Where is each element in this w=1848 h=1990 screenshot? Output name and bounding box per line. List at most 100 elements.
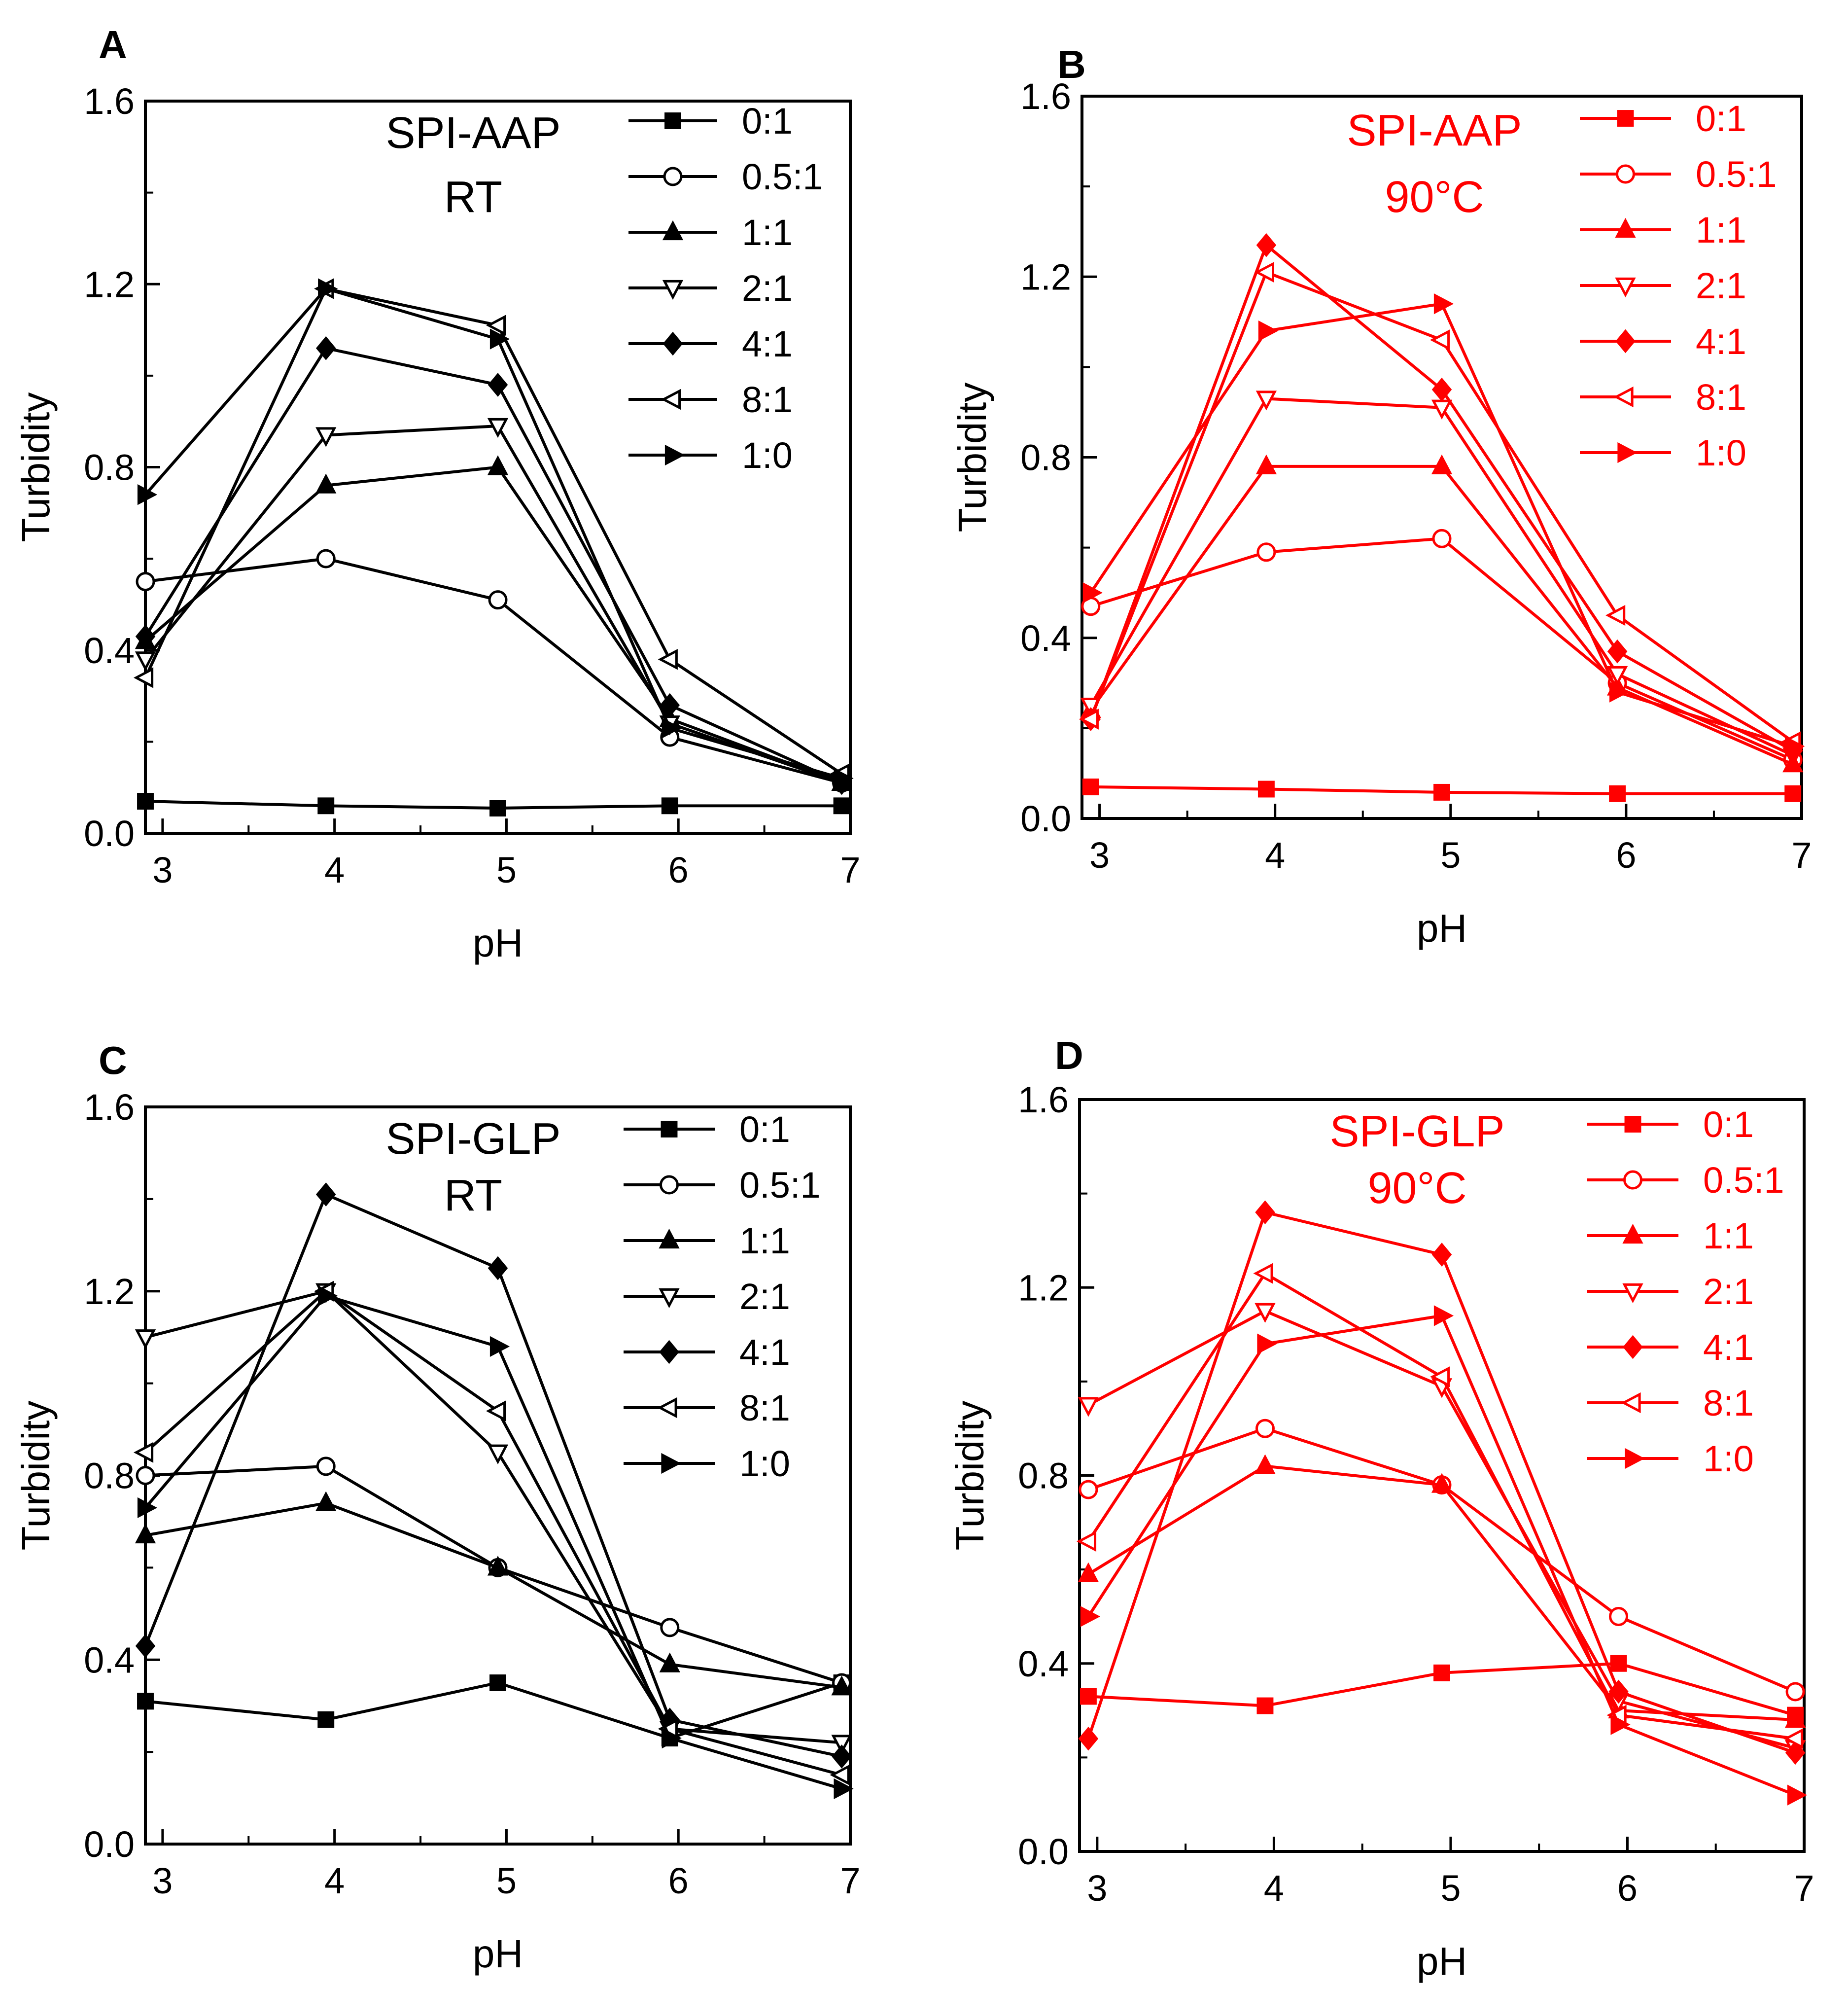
data-point	[1079, 1480, 1098, 1499]
data-point	[662, 717, 682, 739]
panel-letter: A	[99, 23, 127, 67]
data-point	[662, 1727, 682, 1749]
legend-marker	[1621, 1392, 1641, 1414]
data-point	[488, 590, 508, 610]
panel-annotation: SPI-GLP	[1329, 1107, 1504, 1156]
data-point	[487, 418, 509, 438]
panel-annotation: RT	[444, 1171, 502, 1220]
legend-item: 8:1	[628, 379, 793, 420]
data-point	[1258, 320, 1278, 342]
data-point	[1432, 529, 1452, 548]
data-point	[659, 1652, 680, 1672]
x-axis-title: pH	[473, 921, 523, 965]
legend-item: 1:1	[1580, 210, 1746, 250]
legend-item: 0.5:1	[1580, 154, 1777, 195]
x-tick-label: 7	[1794, 1868, 1814, 1909]
legend-label: 4:1	[742, 323, 793, 364]
x-axis-title: pH	[1417, 906, 1467, 950]
data-point	[1431, 1473, 1453, 1493]
x-tick-label: 5	[1440, 835, 1461, 876]
legend-item: 2:1	[1587, 1271, 1754, 1312]
y-tick-label: 1.2	[84, 264, 135, 305]
data-point	[487, 1556, 509, 1576]
data-point	[1433, 293, 1454, 315]
x-axis-title: pH	[473, 1932, 523, 1976]
data-point	[1078, 1562, 1099, 1582]
series-1-0	[1080, 1305, 1808, 1806]
x-tick-label: 6	[1617, 1868, 1638, 1909]
series-1-1	[135, 1491, 852, 1696]
data-point	[318, 1285, 338, 1307]
data-point	[136, 1466, 155, 1485]
y-axis-title: Turbidity	[950, 383, 994, 533]
legend-label: 0:1	[1696, 98, 1746, 139]
y-tick-label: 1.6	[84, 81, 135, 122]
data-point	[1606, 666, 1628, 686]
data-point	[1256, 233, 1277, 257]
data-point	[834, 1778, 854, 1800]
legend-label: 0:1	[1703, 1104, 1754, 1145]
series-0-1	[137, 793, 850, 817]
series-8-1	[1079, 261, 1801, 752]
panel-annotation: RT	[444, 173, 502, 222]
legend-label: 8:1	[1703, 1383, 1754, 1423]
legend-item: 1:0	[1587, 1438, 1754, 1479]
legend-label: 0.5:1	[742, 156, 823, 197]
data-point	[832, 1744, 852, 1769]
legend-marker	[664, 444, 685, 466]
panel-letter: C	[99, 1038, 127, 1082]
data-point	[133, 1442, 154, 1463]
data-point	[489, 800, 506, 817]
data-point	[1431, 1243, 1452, 1267]
panel-annotation: 90°C	[1385, 173, 1484, 222]
data-point	[487, 455, 509, 475]
y-tick-label: 0.8	[84, 1456, 135, 1496]
data-point	[135, 1523, 156, 1544]
panel-annotation: SPI-AAP	[385, 108, 560, 158]
series-1-0	[137, 1285, 854, 1800]
legend-item: 4:1	[628, 323, 793, 364]
legend-marker	[662, 331, 683, 356]
x-tick-label: 5	[1440, 1868, 1461, 1909]
x-tick-label: 7	[840, 1860, 860, 1901]
y-tick-label: 1.6	[1018, 1079, 1069, 1120]
data-point	[318, 278, 338, 299]
data-point	[317, 1711, 335, 1728]
data-point	[1609, 681, 1630, 703]
data-point	[487, 1444, 509, 1464]
data-point	[1431, 454, 1453, 474]
series-line	[145, 1501, 842, 1689]
legend-marker	[663, 167, 683, 186]
data-point	[1255, 454, 1277, 474]
x-tick-label: 5	[496, 1860, 517, 1901]
legend-marker	[1622, 1223, 1643, 1244]
data-point	[1785, 736, 1805, 757]
legend-item: 0.5:1	[628, 156, 823, 197]
legend-label: 2:1	[742, 268, 793, 309]
legend-item: 0:1	[1587, 1104, 1754, 1145]
data-point	[135, 1329, 156, 1350]
data-point	[1787, 1784, 1808, 1806]
legend-marker	[1615, 277, 1636, 298]
series-1-0	[1082, 293, 1805, 757]
legend-label: 4:1	[1703, 1327, 1754, 1368]
panel-d: D 0.0 0.4 0.8 1.2 1.6 3 4 5 6 7 pH Turbidity SPI-GLP 9…	[948, 1033, 1814, 1983]
legend-item: 0:1	[628, 101, 793, 142]
legend-label: 2:1	[1703, 1271, 1754, 1312]
y-axis-title: Turbidity	[948, 1401, 992, 1551]
x-tick-label: 3	[1089, 835, 1110, 876]
data-point	[1078, 1397, 1099, 1417]
legend-label: 1:0	[1696, 432, 1746, 473]
panel-annotation: SPI-AAP	[1347, 106, 1522, 155]
panel-letter: D	[1055, 1033, 1083, 1077]
data-point	[317, 797, 335, 815]
data-point	[135, 1634, 156, 1658]
series-line	[1089, 464, 1794, 766]
y-tick-label: 0.4	[84, 1639, 135, 1680]
y-tick-label: 1.2	[1020, 256, 1071, 297]
series-0-5-1	[1081, 529, 1803, 770]
legend-label: 8:1	[739, 1387, 790, 1428]
x-tick-label: 4	[1265, 835, 1285, 876]
legend-marker	[1617, 442, 1638, 463]
y-tick-label: 0.0	[1020, 798, 1071, 839]
